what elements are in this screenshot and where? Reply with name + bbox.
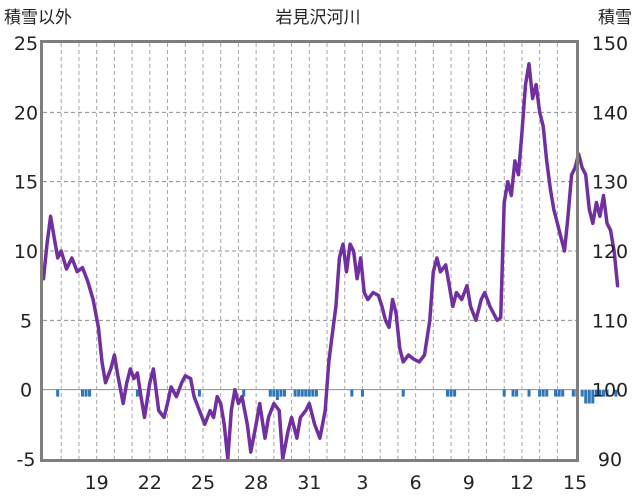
snow-bar (300, 389, 304, 397)
snow-bar (446, 389, 450, 397)
snow-bar (314, 389, 318, 397)
snow-bar (554, 389, 558, 397)
snow-bar (541, 389, 545, 397)
snow-bar (242, 389, 246, 397)
snow-bar (135, 389, 139, 397)
x-tick-label: 19 (85, 472, 109, 494)
snow-bar (88, 389, 92, 397)
left-axis-label: 積雪以外 (4, 8, 72, 28)
left-y-tick-labels: -5 0 5 10 15 20 25 (14, 33, 38, 471)
snow-bar (56, 389, 60, 397)
data-series (41, 62, 620, 461)
y-right-tick-label: 130 (592, 172, 628, 194)
snow-bar (293, 389, 297, 397)
snow-bar (360, 389, 364, 397)
snow-bar (511, 389, 515, 397)
snow-bar (311, 389, 315, 397)
snow-bar (545, 389, 549, 397)
snow-bar (594, 389, 598, 397)
snow-bar (561, 389, 565, 397)
snow-bar (304, 389, 308, 397)
x-tick-label: 25 (191, 472, 215, 494)
snow-bar (275, 389, 279, 401)
y-right-tick-label: 90 (598, 449, 622, 471)
y-right-tick-label: 110 (592, 310, 628, 332)
y-left-tick-label: 15 (14, 172, 38, 194)
snow-bar (282, 389, 286, 397)
snow-bar (591, 389, 595, 404)
y-right-tick-label: 140 (592, 102, 628, 124)
snow-bars (56, 389, 618, 404)
y-left-tick-label: 10 (14, 241, 38, 263)
x-tick-label: 6 (410, 472, 422, 494)
x-tick-label: 12 (510, 472, 534, 494)
y-left-tick-label: 5 (20, 310, 32, 332)
snow-bar (598, 389, 602, 397)
snow-bar (297, 389, 301, 397)
snow-bar (584, 389, 588, 404)
y-left-tick-label: 25 (14, 33, 38, 55)
snow-bar (605, 389, 609, 397)
snow-bar (401, 389, 405, 397)
x-tick-label: 31 (297, 472, 321, 494)
snow-bar (515, 389, 519, 397)
plot-frame (40, 40, 579, 462)
snow-bar (502, 389, 506, 397)
snow-bar (350, 389, 354, 397)
x-tick-label: 9 (463, 472, 475, 494)
snow-bar (84, 389, 88, 397)
series-line (41, 62, 620, 461)
snow-bar (268, 389, 272, 397)
y-left-tick-label: 20 (14, 102, 38, 124)
x-tick-label: 15 (563, 472, 587, 494)
snow-bar (279, 389, 283, 397)
x-tick-label: 3 (356, 472, 368, 494)
x-tick-label: 28 (244, 472, 268, 494)
snow-bar (557, 389, 561, 397)
snow-bar (614, 389, 618, 397)
y-right-tick-label: 150 (592, 33, 628, 55)
snow-bar (80, 389, 84, 397)
snow-bar (449, 389, 453, 397)
y-right-tick-label: 100 (592, 380, 628, 402)
snow-bar (601, 389, 605, 397)
x-tick-labels: 19 22 25 28 31 3 6 9 12 15 (85, 472, 588, 494)
snow-bar (197, 389, 201, 397)
snow-bar (527, 389, 531, 397)
snow-bar (587, 389, 591, 404)
y-left-tick-label: -5 (17, 449, 36, 471)
snow-bar (272, 389, 276, 397)
right-axis-label: 積雪 (598, 8, 632, 28)
x-tick-label: 22 (138, 472, 162, 494)
y-left-tick-label: 0 (20, 380, 32, 402)
right-y-tick-labels: 90 100 110 120 130 140 150 (592, 33, 628, 471)
snow-bar (538, 389, 542, 397)
snow-bar (453, 389, 457, 397)
snow-bar (307, 389, 311, 397)
chart-title: 岩見沢河川 (276, 8, 361, 28)
y-right-tick-label: 120 (592, 241, 628, 263)
snow-bar (571, 389, 575, 397)
snow-bar (580, 389, 584, 397)
